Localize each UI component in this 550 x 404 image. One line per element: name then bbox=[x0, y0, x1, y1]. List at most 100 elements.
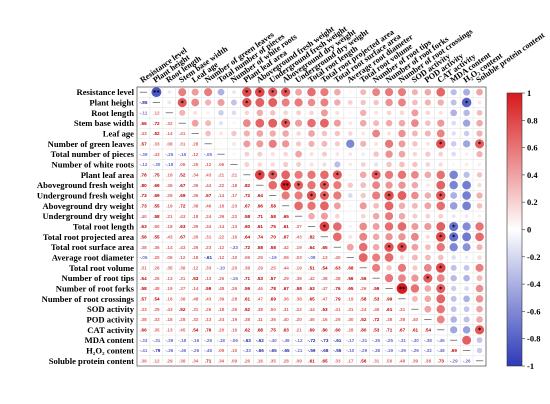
corr-circle bbox=[320, 118, 329, 128]
corr-circle bbox=[295, 150, 302, 158]
corr-circle bbox=[462, 335, 472, 345]
corr-value-label: -.79 bbox=[152, 348, 160, 353]
corr-circle bbox=[296, 161, 302, 168]
corr-value-label: .68 bbox=[257, 327, 264, 332]
corr-circle bbox=[477, 214, 482, 218]
corr-value-label: -.29 bbox=[359, 348, 367, 353]
corr-value-label: .28 bbox=[192, 141, 199, 146]
corr-value-label: -.25 bbox=[165, 152, 173, 157]
corr-circle bbox=[476, 119, 483, 127]
corr-circle bbox=[204, 88, 213, 97]
corr-value-label: .61 bbox=[244, 296, 251, 301]
corr-value-label: .38 bbox=[140, 245, 147, 250]
corr-circle bbox=[348, 111, 352, 115]
corr-value-label: -.65 bbox=[269, 348, 277, 353]
corr-circle bbox=[436, 190, 446, 201]
corr-value-label: -.72 bbox=[308, 338, 316, 343]
corr-value-label: -.45 bbox=[437, 338, 445, 343]
corr-value-label: -.40 bbox=[269, 338, 277, 343]
corr-value-label: .16 bbox=[231, 234, 238, 239]
corr-value-label: .54 bbox=[140, 276, 147, 281]
corr-circle bbox=[373, 151, 379, 157]
colorbar-tick-label: -1 bbox=[527, 361, 534, 371]
corr-value-label: .75 bbox=[153, 172, 160, 177]
corr-value-label: .30 bbox=[347, 317, 354, 322]
corr-value-label: .46 bbox=[205, 203, 212, 208]
corr-circle bbox=[360, 192, 366, 199]
significance-star: * bbox=[478, 140, 482, 148]
corr-value-label: .57 bbox=[140, 141, 147, 146]
corr-value-label: -.18 bbox=[217, 338, 225, 343]
corr-circle bbox=[283, 110, 288, 116]
corr-circle bbox=[423, 273, 433, 283]
corr-circle bbox=[319, 221, 330, 232]
corr-value-label: -.46 bbox=[204, 348, 212, 353]
corr-value-label: -.16 bbox=[191, 338, 199, 343]
corr-circle bbox=[268, 180, 278, 190]
corr-circle bbox=[384, 139, 394, 148]
corr-circle bbox=[306, 190, 317, 201]
significance-star: ** bbox=[399, 285, 406, 293]
corr-value-label: .25 bbox=[192, 162, 199, 167]
corr-circle bbox=[347, 131, 353, 136]
corr-value-label: -.33 bbox=[243, 348, 251, 353]
corr-value-label: .69 bbox=[153, 193, 160, 198]
corr-circle bbox=[436, 201, 446, 211]
corr-circle bbox=[360, 162, 366, 167]
corr-circle bbox=[426, 183, 430, 187]
row-label: H₂O₂ content bbox=[86, 346, 134, 356]
corr-circle bbox=[307, 118, 316, 128]
corr-value-label: -.31 bbox=[152, 338, 160, 343]
corr-circle bbox=[384, 222, 394, 231]
corr-value-label: -.31 bbox=[359, 338, 367, 343]
corr-circle bbox=[193, 110, 198, 115]
corr-circle bbox=[476, 151, 483, 158]
row-label: Plant height bbox=[89, 98, 134, 108]
corr-value-label: .75 bbox=[270, 224, 277, 229]
corr-value-label: -.61 bbox=[333, 338, 341, 343]
corr-value-label: .48 bbox=[153, 286, 160, 291]
corr-value-label: .14 bbox=[192, 286, 199, 291]
corr-circle bbox=[451, 151, 456, 157]
corr-value-label: .79 bbox=[334, 296, 341, 301]
corr-value-label: .18 bbox=[231, 183, 238, 188]
corr-circle bbox=[281, 87, 291, 97]
corr-circle bbox=[359, 171, 367, 179]
corr-value-label: -.29 bbox=[411, 348, 419, 353]
corr-circle bbox=[462, 201, 471, 211]
corr-circle bbox=[257, 151, 263, 157]
corr-circle bbox=[424, 171, 432, 179]
corr-value-label: -.05 bbox=[140, 255, 148, 260]
corr-value-label: -.26 bbox=[191, 348, 199, 353]
corr-circle bbox=[217, 88, 225, 96]
corr-value-label: .26 bbox=[231, 307, 238, 312]
corr-circle bbox=[396, 283, 408, 294]
corr-circle bbox=[437, 254, 444, 261]
corr-circle bbox=[360, 99, 366, 106]
corr-circle bbox=[359, 202, 367, 210]
corr-value-label: .43 bbox=[205, 172, 212, 177]
corr-circle bbox=[463, 274, 470, 282]
corr-value-label: .57 bbox=[270, 276, 277, 281]
corr-value-label: .29 bbox=[153, 307, 160, 312]
corr-circle bbox=[244, 162, 250, 167]
corr-value-label: .26 bbox=[360, 286, 367, 291]
corr-circle bbox=[385, 181, 393, 189]
corr-circle bbox=[462, 243, 471, 252]
corr-value-label: .40 bbox=[140, 214, 147, 219]
corr-value-label: .28 bbox=[347, 327, 354, 332]
corr-value-label: .06 bbox=[179, 162, 186, 167]
significance-star: * bbox=[387, 244, 391, 252]
corr-value-label: .58 bbox=[140, 286, 147, 291]
corr-circle bbox=[359, 232, 368, 241]
corr-value-label: .73 bbox=[438, 358, 445, 363]
corr-value-label: .26 bbox=[231, 286, 238, 291]
corr-value-label: .58 bbox=[270, 203, 277, 208]
corr-value-label: .38 bbox=[179, 358, 186, 363]
corr-value-label: .21 bbox=[218, 172, 225, 177]
corr-value-label: .63 bbox=[308, 286, 315, 291]
corr-value-label: -.29 bbox=[450, 358, 458, 363]
corr-circle bbox=[451, 120, 456, 126]
corr-value-label: .45 bbox=[179, 327, 186, 332]
